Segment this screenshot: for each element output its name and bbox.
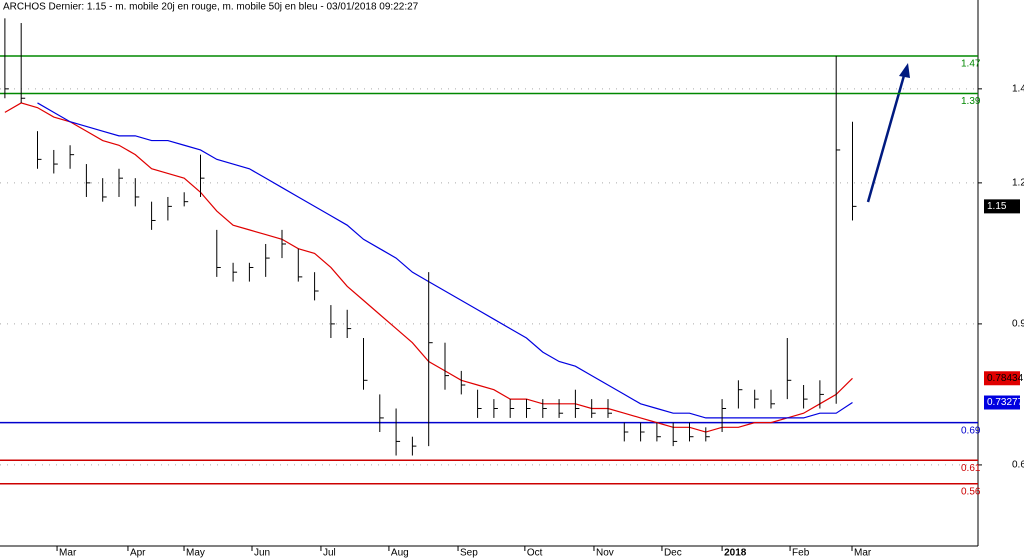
level-label: 1.39 bbox=[961, 96, 981, 107]
level-label: 0.69 bbox=[961, 425, 981, 436]
last-value-label: 0.78434 bbox=[987, 373, 1024, 384]
x-tick-label: Aug bbox=[391, 548, 409, 558]
x-tick-label: Jul bbox=[323, 548, 336, 558]
y-tick-label: 1.2 bbox=[1012, 178, 1024, 189]
moving-average bbox=[37, 102, 853, 419]
last-value-label: 0.73277 bbox=[987, 397, 1024, 408]
y-tick-label: 0.9 bbox=[1012, 319, 1024, 330]
x-tick-label: May bbox=[186, 548, 205, 558]
x-tick-label: Nov bbox=[596, 548, 614, 558]
x-tick-label: Mar bbox=[854, 548, 872, 558]
level-label: 0.61 bbox=[961, 463, 981, 474]
level-label: 0.56 bbox=[961, 486, 981, 497]
x-tick-label: 2018 bbox=[724, 548, 747, 558]
x-tick-label: Apr bbox=[130, 548, 146, 558]
last-value-tag bbox=[984, 199, 1020, 214]
x-tick-label: Mar bbox=[59, 548, 77, 558]
y-tick-label: 0.6 bbox=[1012, 460, 1024, 471]
chart-title: ARCHOS Dernier: 1.15 - m. mobile 20j en … bbox=[3, 2, 419, 13]
last-value-tag bbox=[984, 371, 1020, 386]
arrow-head bbox=[899, 63, 910, 78]
y-tick-label: 1.4 bbox=[1012, 83, 1024, 94]
x-tick-label: Sep bbox=[460, 548, 478, 558]
x-tick-label: Oct bbox=[527, 548, 543, 558]
last-value-tag bbox=[984, 395, 1020, 410]
x-tick-label: Dec bbox=[664, 548, 682, 558]
x-tick-label: Feb bbox=[792, 548, 810, 558]
level-label: 1.47 bbox=[961, 59, 981, 70]
last-value-label: 1.15 bbox=[987, 201, 1007, 212]
x-tick-label: Jun bbox=[254, 548, 270, 558]
